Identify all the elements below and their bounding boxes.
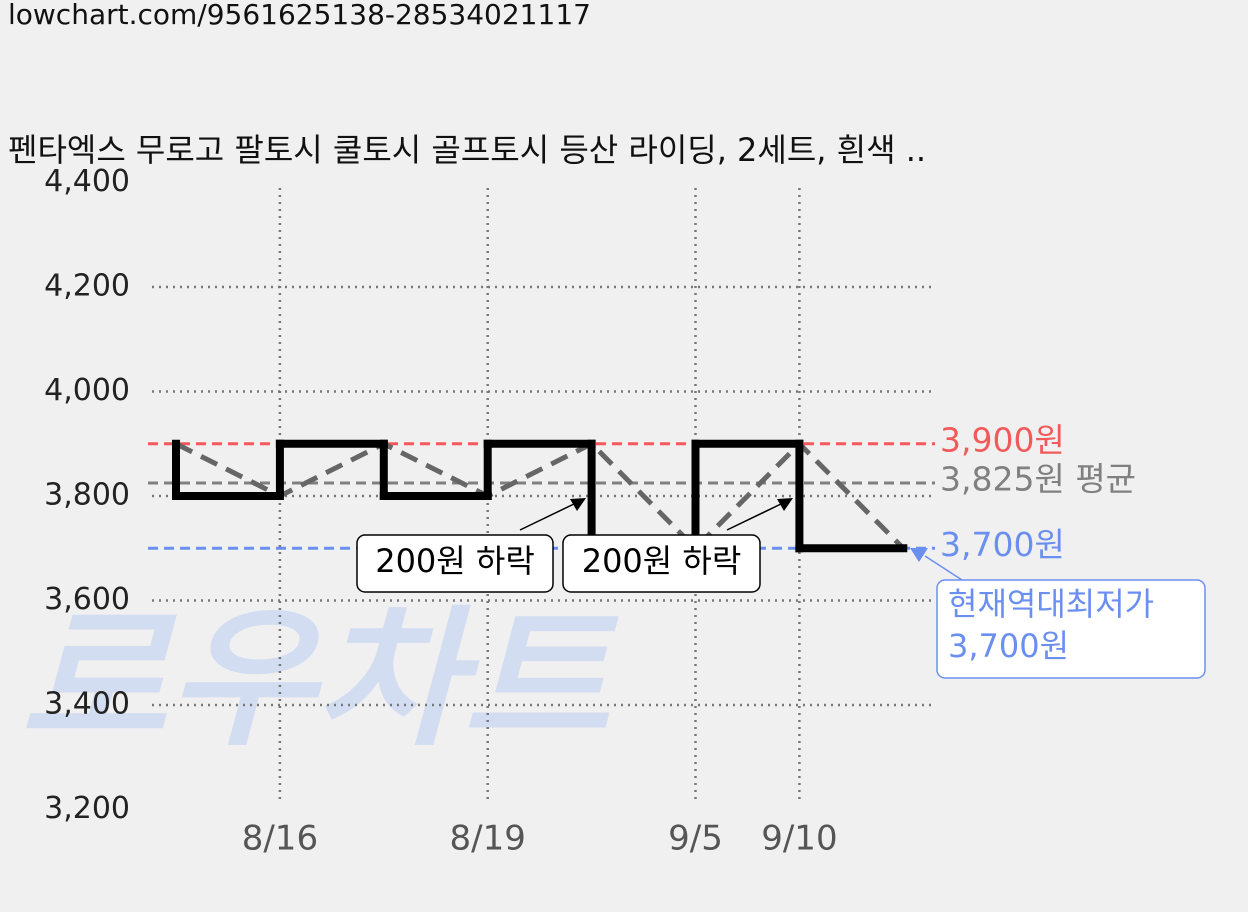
y-tick-label: 3,600 bbox=[44, 582, 130, 617]
y-tick-label: 3,800 bbox=[44, 478, 130, 513]
reference-label: 3,825원 평균 bbox=[940, 459, 1136, 498]
y-tick-label: 4,400 bbox=[44, 164, 130, 199]
annotation-box bbox=[356, 534, 554, 593]
x-tick-label: 9/10 bbox=[761, 819, 837, 859]
low-text: 현재역대최저가 bbox=[948, 585, 1154, 623]
annotation-text: 200원 하락 bbox=[582, 542, 742, 580]
low-text: 3,700원 bbox=[948, 627, 1069, 665]
trend-line bbox=[174, 440, 906, 552]
reference-label: 3,700원 bbox=[940, 525, 1065, 564]
annotation-text: 200원 하락 bbox=[375, 542, 535, 580]
low-box bbox=[936, 579, 1206, 679]
watermark: 로우차트 bbox=[20, 593, 620, 767]
arrow-head bbox=[777, 498, 793, 511]
low-marker bbox=[910, 548, 928, 562]
url: lowchart.com/9561625138-28534021117 bbox=[8, 0, 591, 31]
x-tick-label: 9/5 bbox=[668, 819, 723, 859]
chart-title: 펜타엑스 무로고 팔토시 쿨토시 골프토시 등산 라이딩, 2세트, 흰색 .. bbox=[8, 131, 926, 169]
reference-label: 3,900원 bbox=[940, 420, 1065, 459]
y-tick-label: 3,200 bbox=[44, 791, 130, 826]
x-tick-label: 8/19 bbox=[450, 819, 526, 859]
annotation-arrow bbox=[519, 502, 577, 531]
annotation-box bbox=[562, 534, 761, 593]
x-tick-label: 8/16 bbox=[242, 819, 318, 859]
annotation-arrow bbox=[726, 502, 784, 531]
y-tick-label: 3,400 bbox=[44, 687, 130, 722]
low-pointer bbox=[924, 555, 963, 581]
y-tick-label: 4,200 bbox=[44, 269, 130, 304]
y-tick-label: 4,000 bbox=[44, 373, 130, 408]
arrow-head bbox=[570, 498, 586, 511]
